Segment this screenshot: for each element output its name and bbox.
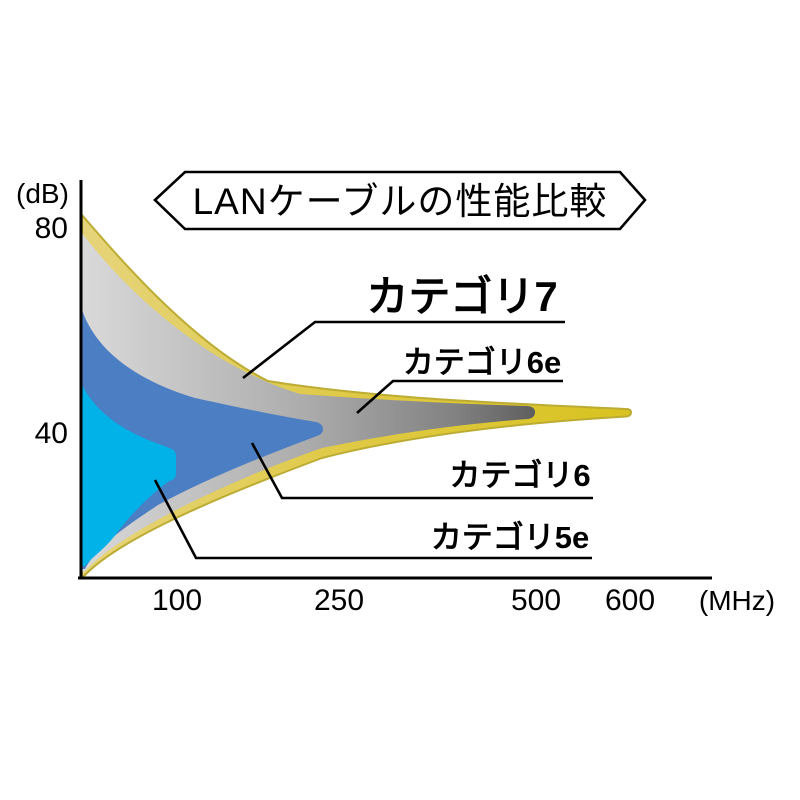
cat5e-label: カテゴリ5e — [431, 520, 589, 555]
cat6-label: カテゴリ6 — [449, 458, 590, 493]
x-tick-600: 600 — [605, 584, 655, 617]
x-axis-unit-label: (MHz) — [699, 585, 775, 616]
x-tick-250: 250 — [314, 584, 364, 617]
cat6e-band — [82, 233, 535, 572]
y-axis-unit-label: (dB) — [16, 178, 69, 209]
cat5e-leader-line — [153, 479, 592, 560]
cat7-label: カテゴリ7 — [366, 273, 557, 320]
y-tick-80: 80 — [35, 212, 68, 245]
cat5e-band — [82, 385, 176, 566]
title-banner-text: LANケーブルの性能比較 — [193, 181, 608, 222]
title-banner — [153, 170, 647, 231]
y-tick-40: 40 — [35, 417, 68, 450]
cat6-band — [82, 310, 323, 569]
cat6e-leader-line — [356, 379, 563, 414]
cat7-leader-line — [242, 320, 565, 380]
x-tick-100: 100 — [152, 584, 202, 617]
x-tick-500: 500 — [511, 584, 561, 617]
cat6-leader-line — [250, 442, 593, 500]
cat6e-label: カテゴリ6e — [403, 345, 561, 380]
